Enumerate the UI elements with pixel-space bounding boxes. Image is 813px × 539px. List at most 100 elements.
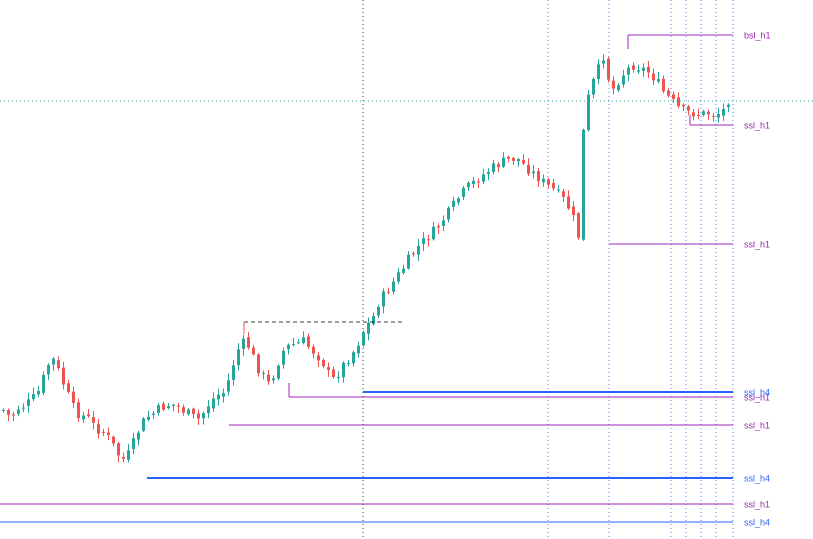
candle xyxy=(177,402,180,414)
candle-body xyxy=(227,380,230,392)
candle xyxy=(592,77,595,99)
candle xyxy=(522,154,525,166)
candle-body xyxy=(497,164,500,167)
candle xyxy=(112,435,115,447)
candle-body xyxy=(582,129,585,240)
level-label-bsl_h1: bsl_h1 xyxy=(744,31,771,41)
candle-body xyxy=(127,450,130,460)
candle xyxy=(267,369,270,385)
candle xyxy=(722,103,725,121)
candle xyxy=(32,387,35,402)
candle-body xyxy=(202,413,205,419)
candle xyxy=(632,62,635,73)
candle-body xyxy=(287,344,290,350)
candle xyxy=(422,232,425,251)
candle-body xyxy=(237,349,240,366)
candle xyxy=(492,159,495,175)
candle xyxy=(432,222,435,241)
candle xyxy=(452,196,455,212)
candle-body xyxy=(587,94,590,131)
liquidity-levels xyxy=(0,34,733,523)
candle-body xyxy=(307,336,310,347)
candle-body xyxy=(22,407,25,409)
candle xyxy=(557,184,560,193)
candle-body xyxy=(712,115,715,117)
candle-body xyxy=(332,369,335,377)
candle-body xyxy=(317,355,320,361)
candlestick-series xyxy=(2,54,730,463)
candle-body xyxy=(222,393,225,397)
candle-body xyxy=(597,64,600,80)
candle xyxy=(7,408,10,422)
candle-body xyxy=(182,407,185,413)
candle xyxy=(212,392,215,412)
candle xyxy=(357,341,360,358)
candle xyxy=(467,181,470,191)
candle xyxy=(192,407,195,419)
candle xyxy=(542,174,545,187)
candle-body xyxy=(87,414,90,417)
candle xyxy=(382,288,385,314)
candle xyxy=(207,400,210,419)
candle xyxy=(527,158,530,177)
candle-body xyxy=(427,239,430,241)
candle-body xyxy=(592,78,595,95)
candle-body xyxy=(717,114,720,118)
candle-body xyxy=(672,94,675,99)
candle-body xyxy=(302,337,305,344)
candle xyxy=(222,388,225,403)
candle-body xyxy=(407,254,410,269)
vertical-guides xyxy=(362,0,734,539)
candle-body xyxy=(277,365,280,379)
candle-body xyxy=(142,418,145,431)
candle xyxy=(272,375,275,384)
candle-body xyxy=(722,108,725,116)
candle xyxy=(532,165,535,179)
candle xyxy=(72,386,75,408)
candle-body xyxy=(367,322,370,334)
candle xyxy=(517,157,520,167)
candle xyxy=(292,337,295,347)
candle-body xyxy=(47,365,50,375)
candle xyxy=(157,402,160,416)
candle xyxy=(362,330,365,348)
candle xyxy=(47,363,50,380)
candle-body xyxy=(477,181,480,183)
candle-body xyxy=(502,157,505,167)
candle xyxy=(712,112,715,122)
candle xyxy=(92,410,95,430)
candle-body xyxy=(232,365,235,380)
candle xyxy=(242,334,245,356)
candle xyxy=(87,408,90,418)
candle-body xyxy=(542,178,545,183)
candle xyxy=(727,103,730,112)
candle xyxy=(612,76,615,95)
candle-body xyxy=(392,281,395,292)
candle-body xyxy=(637,70,640,72)
candle-body xyxy=(132,438,135,450)
candle xyxy=(162,401,165,411)
candle xyxy=(497,161,500,173)
candle xyxy=(257,353,260,377)
candle-body xyxy=(337,376,340,378)
candle-body xyxy=(687,106,690,111)
level-label-ssl_h1: ssl_h1 xyxy=(744,121,770,131)
candle xyxy=(577,211,580,240)
candle-body xyxy=(647,66,650,73)
candle-body xyxy=(312,346,315,354)
level-label-ssl_h1: ssl_h1 xyxy=(744,393,770,403)
candle xyxy=(417,239,420,261)
candle xyxy=(547,177,550,189)
candle-body xyxy=(272,378,275,381)
candle xyxy=(642,63,645,77)
candle-body xyxy=(702,111,705,115)
candle xyxy=(302,331,305,345)
candle xyxy=(317,352,320,367)
candle-body xyxy=(547,179,550,185)
candle xyxy=(572,201,575,222)
candle xyxy=(652,68,655,85)
candle-body xyxy=(452,200,455,207)
candle xyxy=(62,362,65,390)
candle-body xyxy=(357,345,360,354)
